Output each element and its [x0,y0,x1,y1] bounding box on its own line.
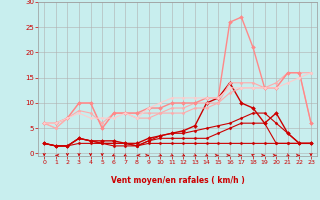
X-axis label: Vent moyen/en rafales ( km/h ): Vent moyen/en rafales ( km/h ) [111,176,244,185]
